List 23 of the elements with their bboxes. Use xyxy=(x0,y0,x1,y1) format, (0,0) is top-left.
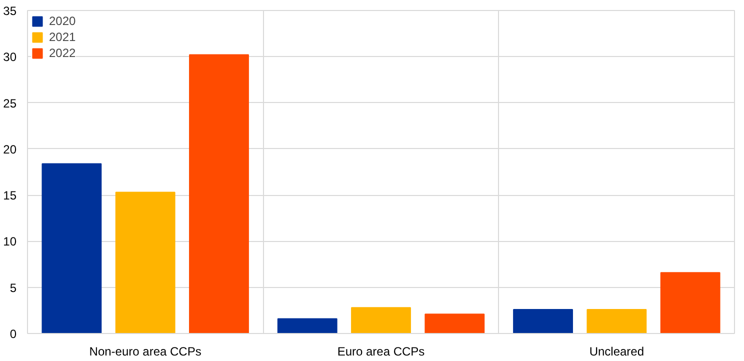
bar xyxy=(277,318,338,334)
bar xyxy=(42,163,102,334)
legend-label: 2021 xyxy=(49,30,76,44)
legend-label: 2022 xyxy=(49,46,76,60)
y-tick-label: 10 xyxy=(3,234,17,249)
bar xyxy=(660,272,720,334)
y-tick-label: 0 xyxy=(10,327,17,341)
y-tick-label: 20 xyxy=(3,142,17,156)
x-tick-label: Non-euro area CCPs xyxy=(89,344,202,358)
bar xyxy=(586,309,647,334)
x-tick-label: Euro area CCPs xyxy=(337,344,425,358)
bar xyxy=(189,54,249,334)
y-tick-label: 30 xyxy=(3,50,17,64)
y-tick-label: 35 xyxy=(3,4,17,18)
bar xyxy=(351,307,411,334)
bar xyxy=(115,192,176,334)
y-tick-label: 15 xyxy=(3,188,17,203)
bar xyxy=(513,309,573,334)
bar xyxy=(424,314,485,334)
x-tick-label: Uncleared xyxy=(589,344,644,358)
y-tick-label: 25 xyxy=(3,96,17,110)
y-tick-label: 5 xyxy=(10,280,17,295)
legend-label: 2020 xyxy=(49,14,76,28)
